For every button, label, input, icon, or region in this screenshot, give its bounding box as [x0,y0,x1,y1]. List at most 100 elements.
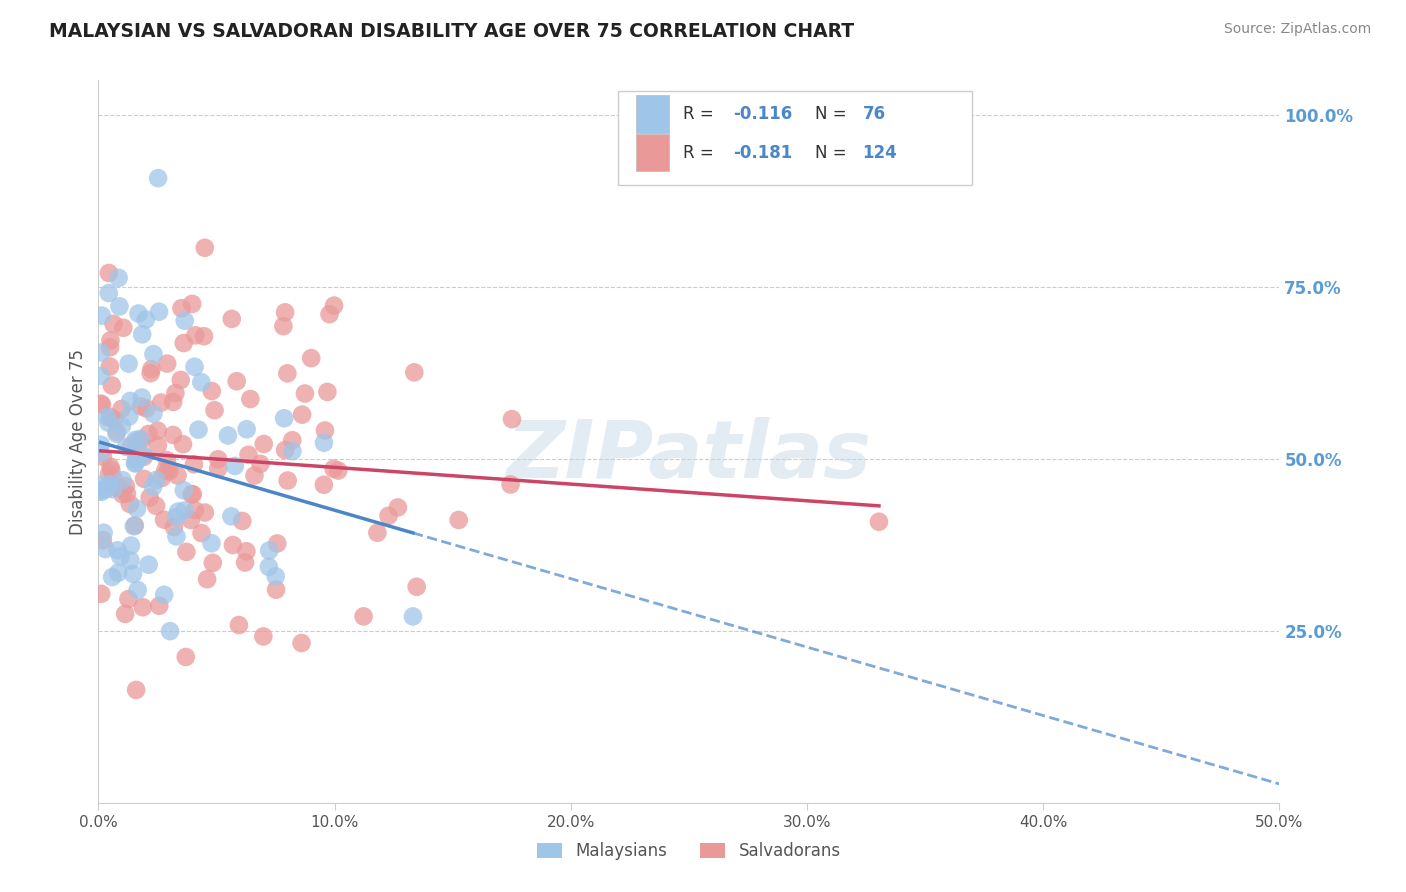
Text: -0.181: -0.181 [733,144,792,161]
Point [157,463,180,477]
Point [125,434,148,449]
Point [264,569,287,583]
Point [146,424,169,438]
Point [104,479,127,493]
Point [128,306,150,320]
Point [231,514,253,528]
Point [273,411,295,425]
Text: N =: N = [815,105,852,123]
Point [165,386,187,401]
Point [312,477,335,491]
Point [94,542,117,557]
Point [273,319,295,334]
Point [90,484,112,499]
Point [366,525,388,540]
Point [173,503,195,517]
Point [120,539,142,553]
Point [190,526,212,541]
Point [115,479,138,493]
Point [90,397,112,411]
Point [225,374,247,388]
Point [277,474,299,488]
Point [120,393,142,408]
Point [181,297,204,311]
Point [181,487,204,501]
Point [124,457,146,471]
Point [253,437,276,451]
Point [328,464,350,478]
Point [170,373,193,387]
Point [100,459,122,474]
Point [173,483,195,498]
Point [224,458,246,473]
Point [107,566,129,580]
Point [148,599,170,613]
Point [111,487,134,501]
Point [221,509,243,524]
Point [145,499,167,513]
Point [257,560,280,574]
Point [124,433,146,447]
Point [97,416,120,430]
Point [180,487,202,501]
Point [90,309,112,323]
Point [243,468,266,483]
Point [90,478,112,492]
Point [299,351,322,366]
Point [222,538,245,552]
Point [101,570,124,584]
Point [228,618,250,632]
Point [162,395,184,409]
Point [98,340,121,354]
Point [174,650,197,665]
Point [103,473,125,487]
Point [138,558,160,572]
Point [120,440,142,454]
Text: R =: R = [683,144,718,161]
Point [117,357,139,371]
Point [239,392,262,406]
Point [264,582,287,597]
Point [141,362,163,376]
Point [387,500,409,515]
Point [150,395,173,409]
Point [146,171,169,186]
Point [90,438,112,452]
Point [145,473,167,487]
Point [125,501,148,516]
Text: MALAYSIAN VS SALVADORAN DISABILITY AGE OVER 75 CORRELATION CHART: MALAYSIAN VS SALVADORAN DISABILITY AGE O… [49,22,855,41]
Point [146,438,169,452]
Point [124,456,146,470]
Point [156,357,179,371]
Point [150,471,173,485]
Point [98,477,121,491]
Text: 124: 124 [862,144,897,161]
Point [235,422,257,436]
Point [316,384,339,399]
Point [153,513,176,527]
Point [173,314,195,328]
Point [91,398,114,412]
Legend: Malaysians, Salvadorans: Malaysians, Salvadorans [530,836,848,867]
Point [501,412,523,426]
Point [276,367,298,381]
Point [105,426,128,441]
Text: ZIPatlas: ZIPatlas [506,417,872,495]
Point [131,327,153,342]
Point [323,299,346,313]
Point [110,549,132,564]
Point [115,440,138,454]
Point [103,413,125,427]
Point [127,582,149,597]
Point [138,491,160,505]
Point [142,347,165,361]
Point [165,510,187,524]
Point [111,401,134,416]
Point [166,468,188,483]
Point [97,266,120,280]
Point [221,311,243,326]
Point [173,336,195,351]
Point [111,473,134,487]
Point [183,458,205,472]
Point [190,376,212,390]
